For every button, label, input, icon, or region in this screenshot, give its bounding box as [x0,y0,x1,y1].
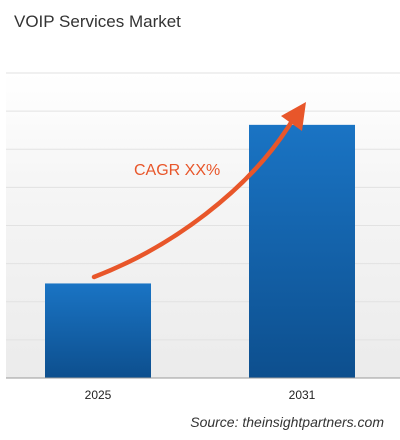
cagr-arrow-curve [91,118,295,280]
bar-2031 [249,124,355,378]
x-tick-label-2031: 2031 [288,388,316,402]
bar-2025 [45,283,151,378]
source-note: Source: theinsightpartners.com [190,414,384,430]
cagr-arrowhead [281,102,306,131]
bars-group [45,124,355,378]
cagr-arrow [91,102,306,280]
cagr-annotation: CAGR XX% [134,162,221,179]
chart-title: VOIP Services Market [14,12,181,31]
x-tick-label-2025: 2025 [84,388,112,402]
